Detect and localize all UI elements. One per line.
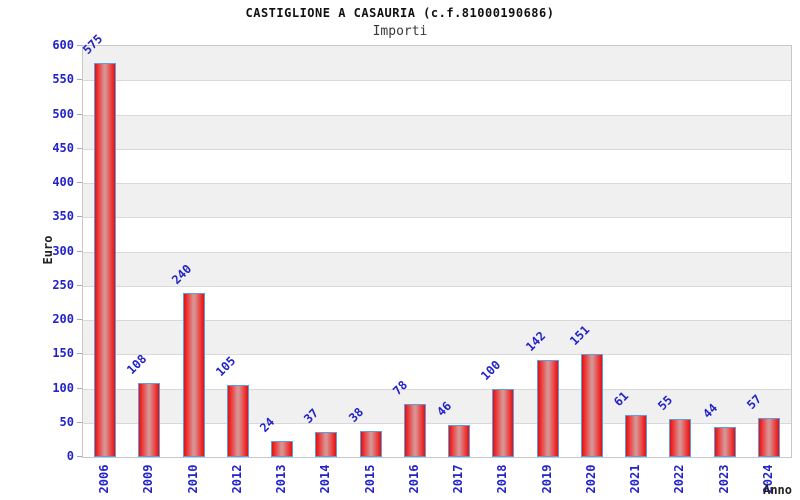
gridline <box>83 80 791 81</box>
chart-subtitle: Importi <box>372 24 428 39</box>
gridline <box>83 320 791 321</box>
bar-2015 <box>359 430 382 457</box>
y-tick-mark <box>77 319 82 320</box>
x-tick-label-2020: 2020 <box>583 464 598 494</box>
y-tick-label: 400 <box>52 175 74 189</box>
y-tick-mark <box>77 388 82 389</box>
y-tick-mark <box>77 79 82 80</box>
x-tick-label-2018: 2018 <box>495 464 510 494</box>
gridline <box>83 423 791 424</box>
gridline <box>83 217 791 218</box>
y-tick-mark <box>77 422 82 423</box>
gridline <box>83 354 791 355</box>
bar-2016 <box>403 403 426 457</box>
y-tick-label: 500 <box>52 106 74 121</box>
y-tick-label: 0 <box>66 449 74 463</box>
x-tick-label-2017: 2017 <box>451 464 466 494</box>
y-tick-label: 100 <box>52 380 74 395</box>
y-tick-mark <box>77 182 82 183</box>
bar-2020 <box>580 353 603 457</box>
gridline <box>83 286 791 287</box>
bar-2006 <box>94 63 117 457</box>
bar-2024 <box>757 417 780 457</box>
x-tick-label-2019: 2019 <box>539 464 554 494</box>
x-tick-label-2023: 2023 <box>716 464 731 494</box>
y-tick-mark <box>77 251 82 252</box>
x-axis-title: Anno <box>763 483 792 497</box>
bar-2012 <box>226 385 249 457</box>
bar-2018 <box>492 388 515 457</box>
grid-band <box>83 80 791 115</box>
x-tick-label-2009: 2009 <box>141 464 156 494</box>
y-tick-label: 200 <box>52 312 74 326</box>
bar-2019 <box>536 359 559 457</box>
grid-band <box>83 251 791 286</box>
plot-area: 575 108 240 105 24 37 38 78 46 100 142 151 61 55 44 57 <box>80 32 792 458</box>
y-tick-label: 50 <box>59 414 74 429</box>
y-tick-mark <box>77 148 82 149</box>
bar-2014 <box>315 431 338 457</box>
gridline <box>83 252 791 253</box>
x-tick-label-2022: 2022 <box>672 464 687 494</box>
y-tick-mark <box>77 45 82 46</box>
y-tick-mark <box>77 216 82 217</box>
x-tick-label-2014: 2014 <box>318 464 333 494</box>
grid-band <box>83 183 791 218</box>
x-tick-label-2006: 2006 <box>97 464 112 494</box>
y-tick-label: 250 <box>52 277 74 292</box>
bar-2017 <box>448 425 471 457</box>
x-tick-label-2015: 2015 <box>362 464 377 494</box>
y-tick-mark <box>77 114 82 115</box>
gridline <box>83 183 791 184</box>
gridline <box>83 149 791 150</box>
bar-2009 <box>138 383 161 457</box>
y-axis-title: Euro <box>41 235 55 265</box>
grid-band <box>83 46 791 81</box>
x-tick-label-2013: 2013 <box>274 464 289 494</box>
grid-band <box>83 148 791 183</box>
y-tick-label: 550 <box>52 72 74 87</box>
x-tick-label-2021: 2021 <box>628 464 643 494</box>
bar-2010 <box>182 292 205 457</box>
gridline <box>83 115 791 116</box>
y-tick-label: 350 <box>52 209 74 224</box>
bar-2023 <box>713 426 736 457</box>
bar-2022 <box>669 419 692 457</box>
y-tick-label: 150 <box>52 346 74 361</box>
y-tick-label: 450 <box>52 140 74 155</box>
grid-band <box>83 217 791 252</box>
chart-title: CASTIGLIONE A CASAURIA (c.f.81000190686) <box>245 6 555 20</box>
bar-2013 <box>271 440 294 457</box>
x-tick-label-2016: 2016 <box>406 464 421 494</box>
y-tick-label: 600 <box>52 38 74 52</box>
y-tick-mark <box>77 456 82 457</box>
bar-2021 <box>625 415 648 457</box>
x-tick-label-2012: 2012 <box>229 464 244 494</box>
y-tick-mark <box>77 353 82 354</box>
y-tick-mark <box>77 285 82 286</box>
gridline <box>83 389 791 390</box>
grid-band <box>83 114 791 149</box>
y-tick-label: 300 <box>52 243 74 258</box>
x-tick-label-2010: 2010 <box>185 464 200 494</box>
